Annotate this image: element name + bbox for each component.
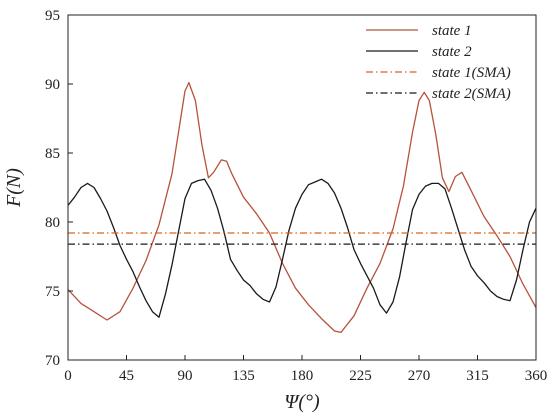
y-tick-label: 95 (45, 8, 60, 24)
x-tick-label: 225 (349, 368, 372, 384)
x-tick-label: 0 (64, 368, 72, 384)
y-axis-title: F(N) (3, 168, 25, 208)
x-tick-label: 135 (232, 368, 255, 384)
x-tick-label: 90 (178, 368, 193, 384)
y-tick-label: 85 (45, 146, 60, 162)
x-tick-label: 270 (408, 368, 431, 384)
legend-label-3: state 1(SMA) (432, 65, 511, 81)
x-axis-title: Ψ(°) (284, 391, 320, 413)
x-tick-label: 360 (525, 368, 548, 384)
series-line-1 (68, 83, 536, 333)
legend-label-4: state 2(SMA) (432, 86, 511, 102)
y-tick-label: 75 (45, 284, 60, 300)
x-tick-label: 315 (466, 368, 489, 384)
legend-label-1: state 1 (432, 23, 472, 39)
x-tick-label: 180 (291, 368, 314, 384)
y-tick-label: 80 (45, 215, 60, 231)
y-tick-label: 90 (45, 77, 60, 93)
legend: state 1 state 2 state 1(SMA) state 2(SMA) (366, 23, 511, 102)
legend-label-2: state 2 (432, 44, 472, 60)
x-tick-label: 45 (119, 368, 134, 384)
y-tick-label: 70 (45, 353, 60, 369)
series-layer (68, 83, 536, 333)
